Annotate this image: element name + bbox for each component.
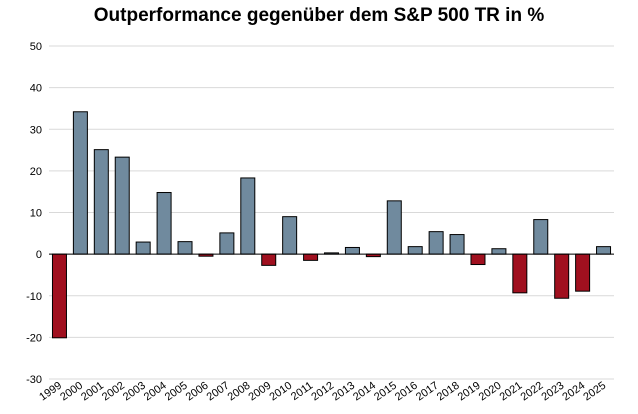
bar-2010	[282, 216, 298, 255]
bar-2015	[386, 200, 402, 255]
y-tick-label: 50	[30, 41, 42, 53]
bar-2020	[491, 248, 507, 255]
bar-2009	[261, 253, 277, 266]
bar-2007	[219, 232, 235, 255]
bar-2016	[407, 246, 423, 255]
bar-2019	[470, 253, 486, 266]
y-tick-label: -30	[26, 374, 42, 386]
bar-2000	[72, 111, 88, 255]
y-tick-label: 20	[30, 166, 42, 178]
bar-2018	[449, 234, 465, 255]
x-tick-label: 2025	[581, 380, 608, 404]
bar-1999	[51, 253, 67, 339]
y-axis-tick-labels: -30 -20 -10 0 10 20 30 40 50	[26, 41, 42, 386]
y-tick-label: 40	[30, 83, 42, 95]
bar-2013	[344, 246, 360, 255]
bar-2002	[114, 156, 130, 255]
bar-2025	[596, 246, 612, 255]
bar-2022	[533, 219, 549, 255]
y-tick-label: 30	[30, 124, 42, 136]
bar-2004	[156, 192, 172, 255]
bar-2011	[303, 253, 319, 261]
bar-2021	[512, 253, 528, 294]
bars	[51, 111, 612, 339]
y-tick-label: 10	[30, 208, 42, 220]
bar-2005	[177, 241, 193, 255]
bar-2017	[428, 231, 444, 255]
bar-2023	[554, 253, 570, 299]
grid-lines	[49, 45, 614, 380]
y-tick-label: -20	[26, 332, 42, 344]
bar-2001	[93, 149, 109, 255]
y-tick-label: -10	[26, 291, 42, 303]
y-tick-label: 0	[36, 249, 42, 261]
bar-2008	[240, 177, 256, 255]
bar-2003	[135, 241, 151, 255]
x-axis-tick-labels: 1999200020012002200320042005200620072008…	[37, 380, 608, 404]
chart-title: Outperformance gegenüber dem S&P 500 TR …	[93, 5, 545, 26]
bar-2024	[575, 253, 591, 292]
